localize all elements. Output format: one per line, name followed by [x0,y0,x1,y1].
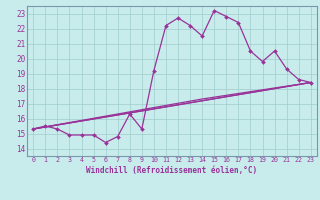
X-axis label: Windchill (Refroidissement éolien,°C): Windchill (Refroidissement éolien,°C) [86,166,258,175]
